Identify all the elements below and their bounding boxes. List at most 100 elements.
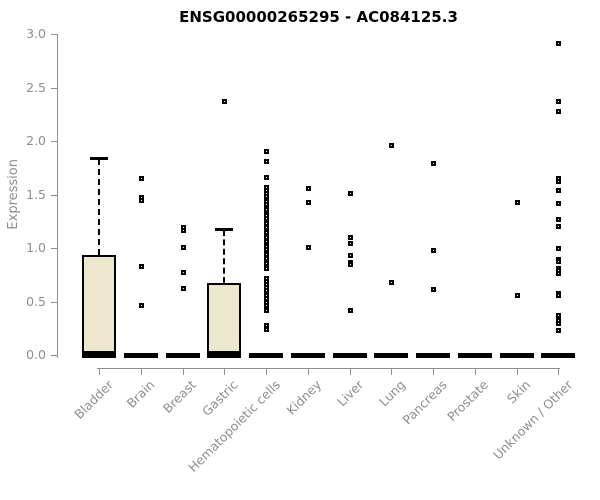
y-tick-label: 0.5 (26, 293, 46, 309)
x-tick (391, 368, 393, 375)
outlier-point (264, 148, 269, 154)
x-tick (307, 368, 309, 375)
x-tick-label: Pancreas (399, 377, 450, 428)
outlier-point (264, 308, 269, 314)
outlier-point (556, 188, 562, 194)
x-tick-label: Bladder (70, 377, 116, 422)
outlier-point (180, 244, 186, 250)
y-tick-label: 1.5 (26, 186, 46, 202)
y-tick-label: 0.0 (26, 347, 46, 362)
x-tick (558, 368, 560, 375)
outlier-point (347, 191, 353, 197)
whisker-cap (90, 157, 108, 161)
y-tick (51, 34, 57, 35)
outlier-point (264, 323, 269, 329)
outlier-point (556, 178, 562, 184)
median-bar (207, 353, 242, 358)
x-tick (99, 368, 100, 375)
outlier-point (264, 175, 269, 181)
outlier-point (556, 217, 562, 223)
y-tick (51, 355, 57, 356)
outlier-point (138, 302, 144, 308)
outlier-point (347, 262, 353, 268)
outlier-point (389, 280, 395, 286)
x-tick-label: Gastric (198, 377, 241, 419)
median-bar (332, 353, 367, 358)
outlier-point (347, 240, 353, 246)
outlier-point (264, 266, 269, 272)
outlier-point (305, 186, 311, 192)
median-bar (249, 353, 283, 358)
x-tick-label: Prostate (444, 377, 492, 425)
outlier-point (431, 248, 436, 254)
x-tick (433, 368, 434, 375)
x-axis-line (97, 368, 561, 369)
x-tick (474, 368, 476, 375)
outlier-point (431, 286, 436, 292)
outlier-point (556, 201, 562, 207)
median-bar (290, 353, 325, 358)
median-bar (82, 353, 116, 358)
outlier-point (264, 159, 269, 165)
outlier-point (138, 176, 144, 182)
box-rect (82, 255, 116, 353)
y-tick (51, 141, 57, 142)
chart-title: ENSG00000265295 - AC084125.3 (179, 8, 458, 26)
y-tick-label: 2.5 (26, 79, 46, 95)
outlier-point (556, 40, 562, 46)
outlier-point (556, 313, 562, 319)
outlier-point (556, 223, 562, 229)
y-tick-label: 1.0 (26, 240, 46, 255)
outlier-point (556, 99, 562, 105)
outlier-point (138, 264, 144, 270)
outlier-point (556, 109, 562, 115)
median-bar (457, 353, 492, 358)
whisker-line (98, 159, 100, 256)
x-tick-label: Kidney (283, 377, 325, 418)
x-tick (182, 368, 184, 375)
median-bar (416, 353, 450, 358)
x-tick-label: Liver (333, 377, 367, 410)
outlier-point (556, 246, 562, 251)
median-bar (499, 353, 534, 358)
outlier-point (305, 244, 311, 250)
y-tick (51, 301, 57, 303)
median-bar (165, 353, 200, 358)
box-rect (207, 283, 242, 353)
outlier-point (514, 293, 520, 299)
y-tick-label: 2.0 (26, 133, 46, 148)
outlier-point (180, 269, 186, 275)
x-tick (266, 368, 267, 375)
outlier-point (264, 327, 269, 333)
outlier-point (556, 258, 562, 264)
x-tick-label: Breast (160, 377, 200, 417)
outlier-point (180, 227, 186, 233)
y-axis-line (57, 34, 58, 358)
median-bar (374, 353, 409, 358)
outlier-point (556, 328, 562, 334)
outlier-point (222, 99, 228, 105)
outlier-point (556, 320, 562, 326)
x-tick-label: Skin (503, 377, 534, 407)
x-tick (349, 368, 351, 375)
x-tick (140, 368, 142, 375)
outlier-point (347, 235, 353, 241)
median-bar (541, 353, 576, 358)
outlier-point (347, 308, 353, 314)
y-tick-label: 3.0 (26, 26, 46, 41)
y-tick (51, 194, 57, 196)
x-tick (516, 368, 518, 375)
outlier-point (347, 253, 353, 259)
outlier-point (556, 270, 562, 276)
outlier-point (180, 285, 186, 291)
outlier-point (264, 287, 269, 293)
x-tick-label: Unknown / Other (489, 377, 575, 463)
x-tick (224, 368, 226, 375)
outlier-point (305, 199, 311, 205)
whisker-cap (215, 227, 234, 231)
outlier-point (556, 293, 562, 299)
outlier-point (138, 197, 144, 203)
y-tick (51, 248, 57, 249)
x-tick-label: Brain (123, 377, 158, 411)
whisker-line (223, 229, 226, 284)
